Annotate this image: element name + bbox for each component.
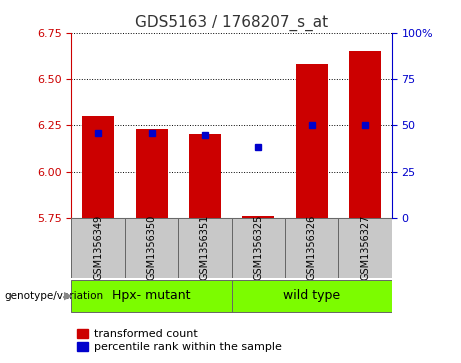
Bar [71, 280, 231, 312]
Bar [136, 129, 167, 218]
Bar [189, 134, 221, 218]
Bar [178, 218, 231, 278]
Bar [71, 218, 125, 278]
Bar [82, 116, 114, 218]
Text: Hpx- mutant: Hpx- mutant [112, 289, 191, 302]
Text: GSM1356327: GSM1356327 [360, 215, 370, 281]
Bar [242, 216, 274, 218]
Text: genotype/variation: genotype/variation [5, 291, 104, 301]
Bar [285, 218, 338, 278]
Text: GSM1356349: GSM1356349 [93, 215, 103, 280]
Bar [338, 218, 392, 278]
Bar [349, 51, 381, 218]
Bar [231, 218, 285, 278]
Text: GSM1356326: GSM1356326 [307, 215, 317, 280]
Text: ▶: ▶ [64, 291, 72, 301]
Text: GSM1356325: GSM1356325 [254, 215, 263, 281]
Legend: transformed count, percentile rank within the sample: transformed count, percentile rank withi… [77, 329, 282, 352]
Text: GSM1356350: GSM1356350 [147, 215, 157, 280]
Bar [296, 64, 328, 218]
Bar [231, 280, 392, 312]
Text: GSM1356351: GSM1356351 [200, 215, 210, 280]
Title: GDS5163 / 1768207_s_at: GDS5163 / 1768207_s_at [135, 15, 328, 31]
Bar [125, 218, 178, 278]
Text: wild type: wild type [283, 289, 340, 302]
